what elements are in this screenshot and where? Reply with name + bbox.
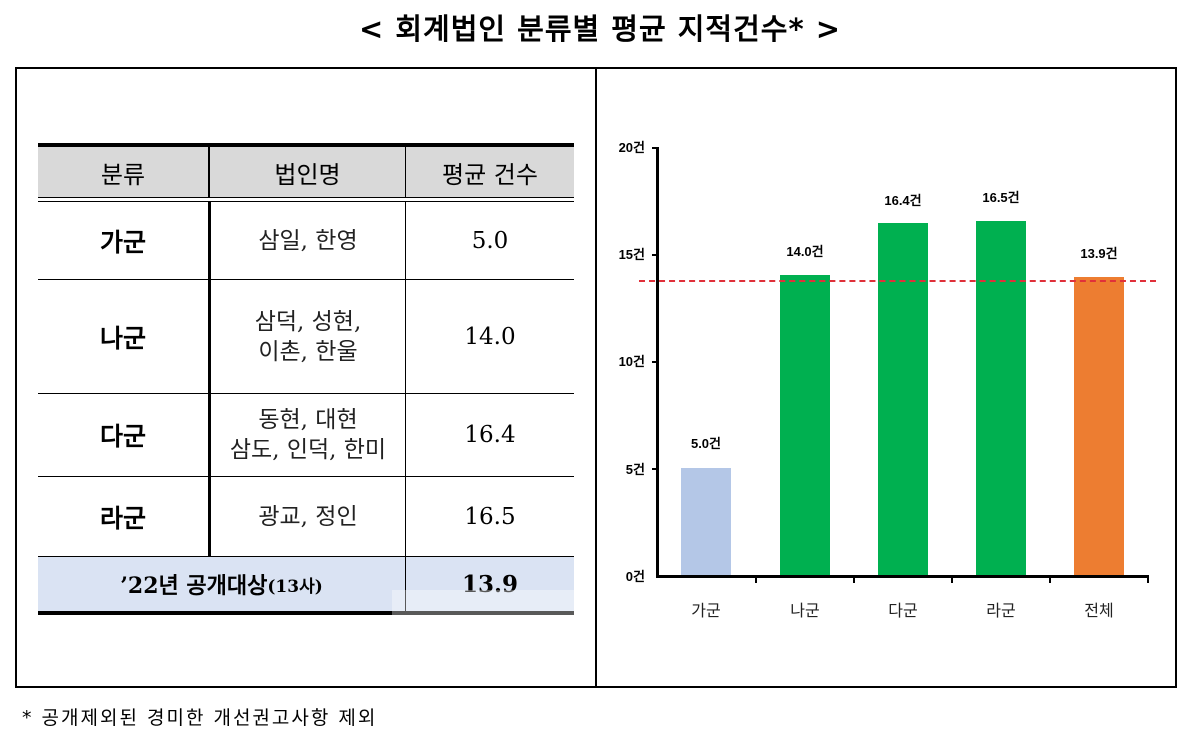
bar-chart: 20건 15건 10건 5건 0건 5.0건 14.0건 16.4건 16.5건… bbox=[597, 69, 1176, 686]
bar-value-label: 13.9건 bbox=[1080, 246, 1118, 261]
y-tick-label: 5건 bbox=[625, 462, 645, 477]
header-double-line bbox=[38, 197, 574, 202]
group-cell: 나군 bbox=[99, 323, 146, 353]
y-tick-label: 0건 bbox=[625, 569, 645, 584]
x-axis bbox=[656, 575, 1149, 578]
total-avg-cell: 13.9 bbox=[405, 557, 574, 611]
avg-cell: 5.0 bbox=[405, 202, 574, 279]
group-cell: 라군 bbox=[99, 503, 146, 533]
y-tick bbox=[652, 254, 658, 256]
x-tick bbox=[1049, 575, 1051, 583]
x-tick bbox=[853, 575, 855, 583]
bar-value-label: 16.5건 bbox=[982, 190, 1020, 205]
group-cell: 가군 bbox=[99, 227, 146, 257]
footnote: * 공개제외된 경미한 개선권고사항 제외 bbox=[22, 707, 378, 729]
firms-line: 삼덕, 성현, bbox=[254, 308, 362, 335]
y-tick bbox=[652, 361, 658, 363]
bar-total bbox=[1074, 277, 1124, 575]
x-tick bbox=[1147, 575, 1149, 583]
header-group: 분류 bbox=[100, 160, 146, 189]
x-category-label: 가군 bbox=[691, 603, 721, 620]
total-label: ’22년 공개대상 (13사) bbox=[38, 557, 405, 611]
y-axis bbox=[656, 147, 659, 578]
x-category-label: 나군 bbox=[790, 603, 820, 620]
total-label-sub: (13사) bbox=[267, 576, 323, 597]
table-row: 라군 광교, 정인 16.5 bbox=[38, 477, 574, 557]
total-label-main: ’22년 공개대상 bbox=[120, 573, 268, 599]
table-row: 나군 삼덕, 성현, 이촌, 한울 14.0 bbox=[38, 280, 574, 394]
firms-line: 이촌, 한울 bbox=[258, 338, 358, 365]
y-tick-label: 20건 bbox=[618, 140, 645, 155]
x-category-label: 라군 bbox=[986, 603, 1016, 620]
avg-cell: 16.5 bbox=[405, 477, 574, 556]
bar-ga bbox=[681, 468, 731, 575]
y-tick-label: 10건 bbox=[618, 354, 645, 369]
x-tick bbox=[755, 575, 757, 583]
table-row: 다군 동현, 대현 삼도, 인덕, 한미 16.4 bbox=[38, 394, 574, 477]
panel-divider bbox=[595, 67, 597, 688]
bar-da bbox=[878, 223, 928, 575]
bar-ra bbox=[976, 221, 1026, 575]
firms-cell: 삼덕, 성현, 이촌, 한울 bbox=[208, 280, 405, 393]
avg-cell: 14.0 bbox=[405, 280, 574, 393]
bar-value-label: 14.0건 bbox=[786, 244, 824, 259]
x-tick bbox=[951, 575, 953, 583]
firms-line: 삼도, 인덕, 한미 bbox=[229, 437, 387, 463]
bar-value-label: 16.4건 bbox=[884, 193, 922, 208]
firms-line: 동현, 대현 bbox=[258, 407, 358, 433]
group-cell: 다군 bbox=[99, 422, 146, 451]
bar-value-label: 5.0건 bbox=[690, 436, 722, 451]
x-category-label: 전체 bbox=[1084, 603, 1114, 620]
firms-line: 광교, 정인 bbox=[258, 503, 358, 530]
firms-line: 삼일, 한영 bbox=[258, 227, 358, 254]
y-tick bbox=[652, 147, 658, 149]
header-avg: 평균 건수 bbox=[405, 147, 574, 197]
y-tick-label: 15건 bbox=[618, 247, 645, 262]
average-reference-line bbox=[639, 280, 1156, 282]
firms-cell: 광교, 정인 bbox=[208, 477, 405, 556]
x-category-label: 다군 bbox=[888, 603, 918, 620]
firms-cell: 동현, 대현 삼도, 인덕, 한미 bbox=[208, 394, 405, 476]
bar-na bbox=[780, 275, 830, 575]
avg-cell: 16.4 bbox=[405, 394, 574, 476]
firms-cell: 삼일, 한영 bbox=[208, 202, 405, 279]
page-title: < 회계법인 분류별 평균 지적건수* > bbox=[358, 12, 842, 46]
table-row: 가군 삼일, 한영 5.0 bbox=[38, 202, 574, 280]
y-tick bbox=[652, 468, 658, 470]
table-header-row: 분류 법인명 평균 건수 bbox=[38, 143, 574, 197]
table-total-row: ’22년 공개대상 (13사) 13.9 bbox=[38, 557, 574, 615]
header-firms: 법인명 bbox=[208, 147, 405, 197]
